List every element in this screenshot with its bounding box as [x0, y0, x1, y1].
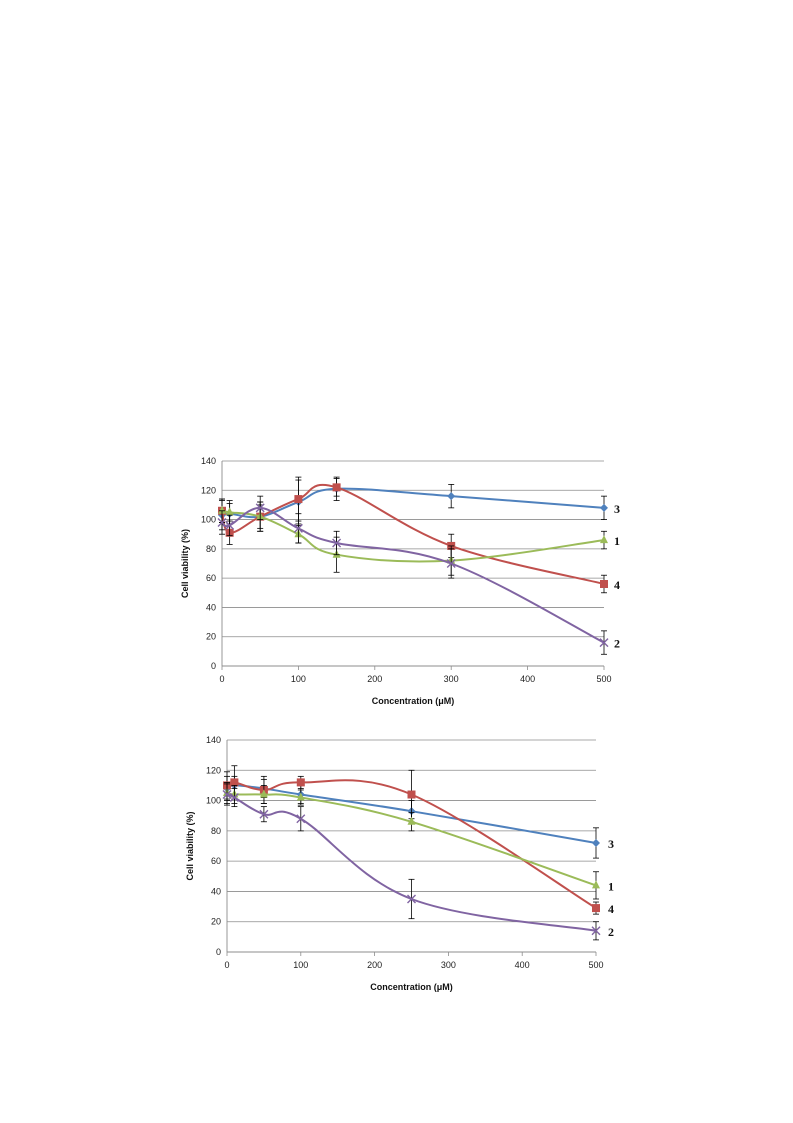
y-tick-label: 60	[211, 856, 221, 866]
series-label: 4	[614, 578, 620, 592]
x-tick-label: 0	[219, 674, 224, 684]
x-tick-label: 200	[367, 674, 382, 684]
data-point	[225, 507, 234, 516]
data-point	[600, 580, 608, 588]
data-point	[591, 926, 601, 936]
series-label: 1	[608, 879, 614, 893]
x-axis-title: Concentration (μM)	[370, 982, 453, 992]
data-point	[592, 838, 600, 847]
series-2: 2	[222, 783, 614, 941]
series-label: 4	[608, 902, 614, 916]
y-tick-label: 40	[211, 886, 221, 896]
data-point	[229, 793, 239, 803]
series-2: 2	[217, 495, 620, 655]
marker-stroke	[259, 809, 269, 819]
data-point	[217, 518, 227, 527]
y-tick-label: 80	[211, 826, 221, 836]
x-tick-label: 0	[224, 960, 229, 970]
data-point	[332, 538, 342, 548]
series-line	[221, 487, 605, 519]
data-point	[225, 520, 235, 530]
y-tick-label: 20	[211, 917, 221, 927]
x-tick-label: 400	[515, 960, 530, 970]
marker-stroke	[599, 638, 609, 648]
series-label: 1	[614, 534, 620, 548]
data-point	[592, 904, 600, 913]
data-point	[600, 535, 608, 544]
data-point	[296, 814, 306, 824]
data-point	[446, 559, 456, 568]
x-tick-label: 500	[588, 960, 603, 970]
marker-stroke	[229, 793, 239, 803]
series-4: 4	[223, 765, 614, 916]
chart-top: 0 20 40 60 80 100 120 140 0 100 200 300 400 500 Concen…	[180, 456, 620, 706]
data-point	[600, 503, 608, 512]
marker-stroke	[217, 518, 227, 527]
y-tick-label: 100	[206, 796, 221, 806]
marker-stroke	[296, 814, 306, 824]
marker-stroke	[332, 538, 342, 548]
y-tick-label: 140	[201, 456, 216, 466]
data-point	[255, 503, 265, 513]
y-tick-label: 20	[206, 632, 216, 642]
chart-bottom: 0 20 40 60 80 100 120 140 0 100 200 300 400 500 Concen…	[185, 735, 614, 992]
data-point	[407, 894, 416, 904]
marker-stroke	[446, 559, 456, 568]
marker-stroke	[293, 523, 303, 533]
series-label: 3	[608, 837, 614, 851]
data-point	[296, 778, 305, 787]
data-point	[447, 492, 456, 501]
data-point	[218, 505, 226, 514]
x-tick-label: 300	[444, 674, 459, 684]
data-point	[293, 523, 303, 533]
data-point	[230, 778, 239, 787]
x-tick-label: 300	[441, 960, 456, 970]
y-tick-label: 80	[206, 544, 216, 554]
marker-stroke	[255, 503, 265, 513]
marker-stroke	[222, 790, 232, 800]
y-axis-title: Cell viability (%)	[180, 529, 190, 598]
y-tick-label: 140	[206, 735, 221, 745]
x-tick-label: 400	[520, 674, 535, 684]
x-tick-label: 100	[293, 960, 308, 970]
data-point	[599, 638, 609, 648]
y-tick-label: 0	[211, 661, 216, 671]
series-label: 2	[608, 925, 614, 939]
data-point	[407, 816, 416, 825]
marker-stroke	[225, 520, 235, 530]
series-line	[221, 483, 605, 585]
x-tick-label: 200	[367, 960, 382, 970]
y-tick-label: 60	[206, 573, 216, 583]
data-point	[294, 495, 303, 504]
data-point	[222, 790, 232, 800]
y-axis-title: Cell viability (%)	[185, 811, 195, 880]
y-tick-label: 100	[201, 515, 216, 525]
y-tick-label: 40	[206, 602, 216, 612]
marker-stroke	[407, 894, 416, 904]
data-point	[259, 809, 269, 819]
series-label: 2	[614, 637, 620, 651]
x-axis-title: Concentration (μM)	[372, 696, 455, 706]
data-point	[332, 483, 341, 492]
x-tick-label: 500	[596, 674, 611, 684]
series-label: 3	[614, 502, 620, 516]
y-tick-label: 120	[201, 485, 216, 495]
marker-stroke	[591, 926, 601, 936]
series-3: 3	[223, 775, 614, 859]
y-tick-label: 0	[216, 947, 221, 957]
y-tick-label: 120	[206, 765, 221, 775]
data-point	[407, 790, 416, 799]
data-point	[259, 789, 268, 798]
x-tick-label: 100	[291, 674, 306, 684]
data-point	[592, 880, 600, 889]
data-point	[296, 792, 305, 801]
